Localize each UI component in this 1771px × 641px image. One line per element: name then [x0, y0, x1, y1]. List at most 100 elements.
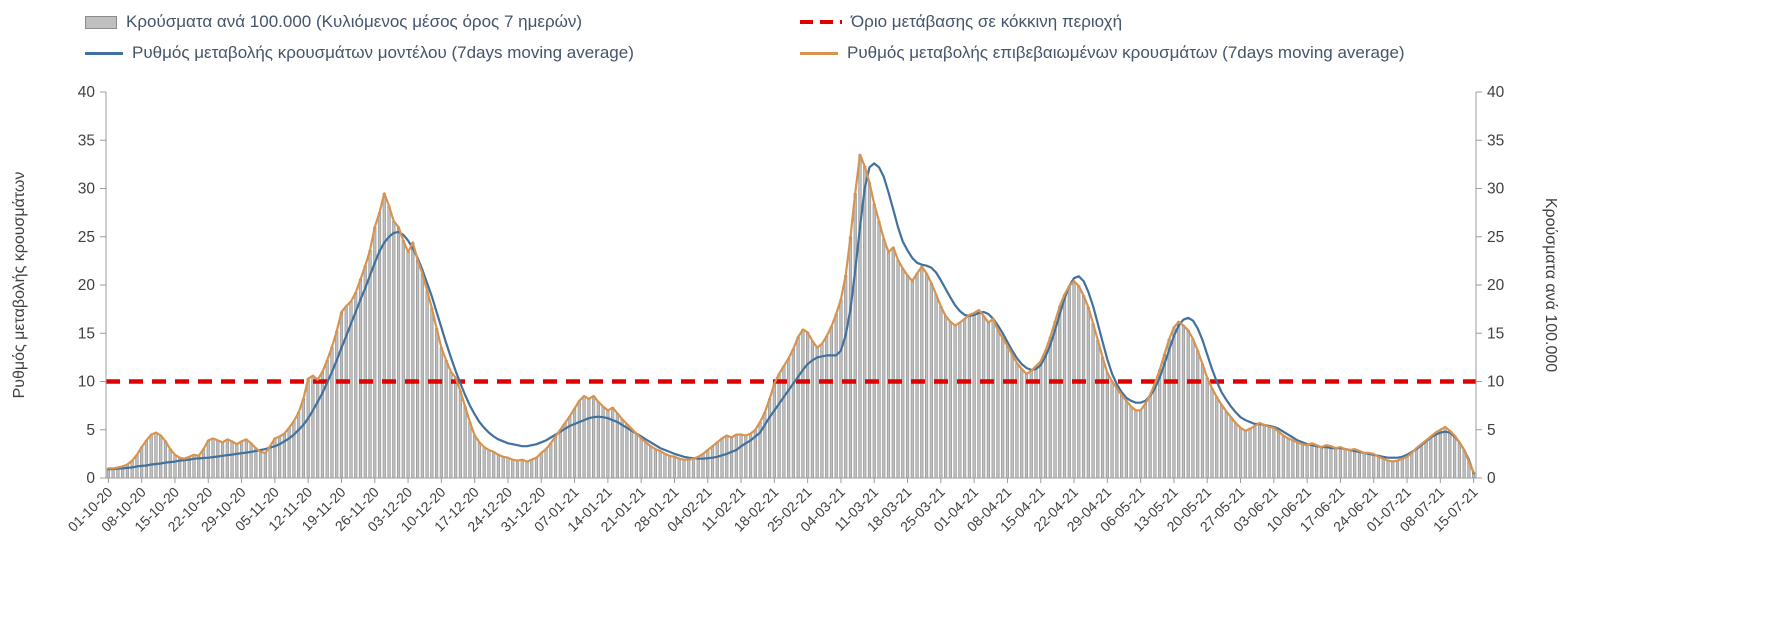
bar: [477, 441, 482, 479]
bar: [706, 449, 710, 479]
y-tick-label-left: 20: [78, 277, 96, 294]
bar: [496, 454, 501, 479]
bar: [872, 203, 876, 479]
bar: [1229, 416, 1233, 479]
bar: [991, 318, 995, 479]
bar: [867, 182, 872, 479]
y-tick-label-right: 10: [1487, 374, 1505, 391]
bar: [249, 442, 253, 479]
bar: [1200, 363, 1205, 479]
y-axis-title-right: Κρούσματα ανά 100.000: [1542, 198, 1559, 372]
y-tick-label-left: 15: [78, 325, 95, 342]
bar: [1124, 400, 1128, 479]
bar: [1148, 394, 1152, 479]
bar: [358, 278, 363, 479]
bar: [154, 432, 158, 479]
threshold-line-swatch: [800, 20, 842, 24]
bar: [1186, 330, 1190, 479]
bar: [886, 251, 891, 479]
bar: [1400, 458, 1404, 479]
bar: [948, 321, 952, 479]
bar: [796, 336, 800, 479]
y-axis-title-left: Ρυθμός μεταβολής κρουσμάτων: [11, 172, 28, 399]
bar: [606, 410, 610, 479]
bar: [672, 456, 677, 479]
bar: [1448, 430, 1452, 479]
bar: [1215, 396, 1219, 479]
bar: [1286, 438, 1290, 479]
y-tick-label-left: 30: [78, 181, 96, 198]
bar: [1319, 446, 1323, 479]
bar: [977, 309, 981, 479]
bar: [482, 446, 486, 479]
bar: [953, 325, 957, 479]
bar: [306, 378, 310, 479]
bar: [1020, 368, 1024, 479]
bar: [572, 408, 577, 479]
bar: [777, 373, 781, 479]
bar: [259, 451, 263, 479]
bar: [863, 166, 867, 479]
bar: [1262, 424, 1266, 479]
bar: [396, 226, 401, 479]
bar: [772, 383, 776, 479]
confirmed-line-swatch: [800, 51, 838, 55]
y-tick-label-left: 40: [78, 84, 96, 101]
bar: [806, 331, 810, 479]
bar: [896, 259, 900, 479]
bar: [144, 440, 149, 479]
bar: [1086, 306, 1090, 479]
bar: [206, 440, 210, 479]
bar: [553, 436, 558, 479]
bar: [1101, 357, 1105, 479]
bar: [1395, 460, 1400, 479]
bar: [639, 438, 643, 479]
legend-label-confirmed-line: Ρυθμός μεταβολής επιβεβαιωμένων κρουσμάτ…: [847, 43, 1405, 62]
bar: [1067, 285, 1071, 479]
bar: [1162, 354, 1167, 479]
bars-series: [106, 154, 1476, 479]
y-tick-label-left: 25: [78, 229, 95, 246]
bar: [173, 454, 177, 479]
bar: [225, 439, 229, 479]
bar: [1281, 435, 1285, 479]
bar: [1110, 381, 1114, 479]
bar: [710, 445, 715, 479]
bar: [406, 251, 410, 479]
bar: [159, 435, 163, 479]
bar: [287, 427, 291, 479]
bar: [130, 460, 134, 479]
bar: [439, 347, 443, 479]
bar: [658, 450, 662, 479]
bar: [1048, 336, 1052, 479]
bar: [825, 335, 829, 479]
bar: [140, 446, 144, 479]
bar: [301, 398, 306, 479]
bar: [582, 395, 586, 479]
bar: [834, 313, 838, 479]
bar: [125, 464, 129, 479]
bar: [1315, 444, 1319, 479]
bar: [853, 193, 857, 479]
bar: [882, 238, 886, 479]
bar: [506, 457, 510, 479]
bar: [1058, 305, 1062, 479]
bar: [1105, 372, 1109, 479]
bar: [1234, 422, 1238, 479]
bar: [1210, 387, 1214, 479]
bar: [1010, 354, 1014, 479]
bar: [1296, 441, 1300, 479]
bar: [1191, 338, 1195, 479]
bar: [820, 343, 824, 479]
bar: [216, 440, 220, 479]
bar: [1029, 370, 1033, 479]
bar: [591, 395, 596, 479]
bar: [1039, 360, 1043, 479]
bar: [611, 407, 615, 479]
bar: [1343, 448, 1347, 479]
bar: [335, 331, 339, 479]
y-tick-label-left: 35: [78, 132, 95, 149]
bar: [963, 318, 967, 479]
bar: [996, 330, 1000, 479]
bar: [411, 242, 415, 479]
